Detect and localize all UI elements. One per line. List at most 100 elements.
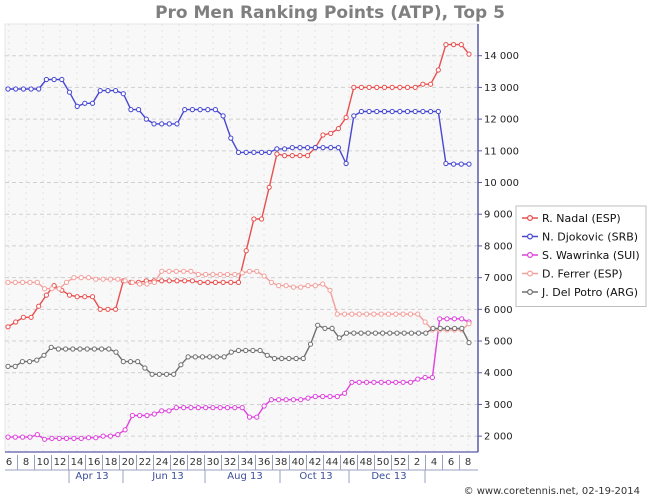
data-point [298,284,304,290]
data-point [437,316,443,322]
data-point [159,408,165,414]
data-point [100,433,106,439]
data-point [274,151,280,157]
data-point [185,354,191,360]
data-point [151,121,157,127]
data-point [358,108,364,115]
data-point [274,146,280,152]
data-point [166,121,172,127]
x-tick-label: 10 [37,457,50,468]
data-point [97,88,103,94]
data-point [387,330,393,336]
data-point [400,311,406,317]
data-point [268,279,274,285]
data-point [34,279,40,285]
legend-entry: D. Ferrer (ESP) [542,268,623,281]
data-point [254,414,260,420]
data-point [41,352,47,358]
data-point [268,397,274,403]
y-tick-label: 10 000 [484,178,519,189]
data-point [423,330,429,336]
data-point [43,76,50,83]
data-point [343,114,349,121]
data-point [49,435,55,441]
data-point [12,279,18,285]
data-point [74,294,80,300]
data-point [20,279,26,285]
data-point [20,86,26,92]
x-tick-label: 22 [139,457,152,468]
data-point [217,405,223,411]
y-tick-label: 11 000 [484,146,519,157]
data-point [420,81,426,87]
data-point [420,108,426,115]
x-tick-label: 18 [105,457,118,468]
legend-swatch-marker [526,270,533,277]
data-point [82,100,88,106]
data-point [451,316,457,322]
data-point [13,319,19,325]
data-point [151,411,157,417]
data-point [188,405,194,411]
data-point [171,371,177,377]
data-point [66,292,73,298]
data-point [246,268,253,274]
data-point [142,365,148,371]
data-point [416,330,422,336]
data-point [173,268,179,274]
data-point [5,279,11,285]
data-point [27,434,33,440]
data-point [393,311,399,317]
data-point [156,371,162,377]
data-point [166,268,172,274]
data-point [63,346,69,352]
data-point [199,354,206,360]
data-point [246,414,253,420]
y-tick-label: 8 000 [484,241,513,252]
data-point [351,84,357,91]
data-point [135,359,141,365]
data-point [56,286,62,292]
data-point [422,374,428,381]
data-point [381,84,388,91]
data-point [334,311,340,317]
data-point [404,84,411,91]
data-point [70,346,76,352]
month-label: Dec 13 [371,471,406,482]
data-point [320,132,326,138]
data-point [159,268,165,274]
data-point [20,434,26,440]
data-point [106,346,112,352]
data-point [120,91,126,97]
data-point [366,84,372,91]
data-point [5,434,11,440]
data-point [428,108,434,115]
data-point [385,379,392,385]
month-label: Aug 13 [227,471,262,482]
data-point [412,84,418,91]
data-point [144,281,150,287]
data-point [71,275,77,281]
x-tick-label: 32 [224,457,237,468]
data-point [328,130,334,136]
x-tick-label: 44 [326,457,339,468]
data-point [393,379,399,385]
data-point [290,397,296,403]
data-point [412,108,418,115]
data-point [42,286,48,292]
data-point [207,354,213,360]
data-point [380,330,386,336]
data-point [189,107,195,113]
data-point [42,436,48,442]
data-point [307,341,314,347]
data-point [189,278,195,284]
data-point [159,278,165,284]
data-point [28,86,34,92]
data-point [28,314,34,320]
data-point [63,435,70,441]
data-point [356,379,362,385]
data-point [181,405,187,411]
data-point [89,294,96,300]
data-point [364,379,370,385]
